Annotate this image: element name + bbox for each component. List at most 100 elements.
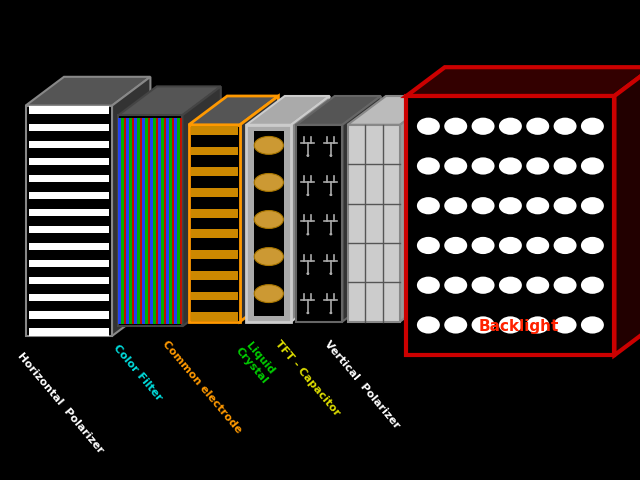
Bar <box>191 312 238 321</box>
Text: Liquid
Crystal: Liquid Crystal <box>234 338 278 386</box>
Circle shape <box>554 197 577 215</box>
Bar <box>29 192 109 199</box>
Bar <box>132 118 134 324</box>
Circle shape <box>307 312 308 313</box>
Circle shape <box>581 276 604 294</box>
Ellipse shape <box>254 285 284 302</box>
Text: TFT - Capacitor: TFT - Capacitor <box>273 338 342 418</box>
Ellipse shape <box>254 211 284 228</box>
Circle shape <box>444 197 467 215</box>
Bar <box>29 157 109 165</box>
Circle shape <box>526 118 549 135</box>
Circle shape <box>444 237 467 254</box>
Text: Common electrode: Common electrode <box>160 338 243 435</box>
Circle shape <box>330 312 332 313</box>
Bar <box>254 131 284 316</box>
Circle shape <box>417 316 440 334</box>
Circle shape <box>499 118 522 135</box>
Polygon shape <box>246 96 330 125</box>
Circle shape <box>444 157 467 175</box>
Circle shape <box>307 155 308 156</box>
Circle shape <box>581 197 604 215</box>
Circle shape <box>526 197 549 215</box>
Circle shape <box>417 157 440 175</box>
Bar <box>140 118 142 324</box>
Circle shape <box>417 197 440 215</box>
Bar <box>180 118 182 324</box>
Bar <box>191 126 238 134</box>
Bar <box>29 141 109 148</box>
Bar <box>148 118 150 324</box>
Bar <box>191 271 238 280</box>
Bar <box>121 118 124 324</box>
Circle shape <box>472 197 495 215</box>
Circle shape <box>499 276 522 294</box>
Bar <box>29 175 109 182</box>
Bar <box>145 118 148 324</box>
Circle shape <box>499 157 522 175</box>
Circle shape <box>554 237 577 254</box>
Polygon shape <box>614 67 640 355</box>
Polygon shape <box>342 96 381 322</box>
Bar <box>29 311 109 319</box>
Text: Vertical  Polarizer: Vertical Polarizer <box>322 338 401 430</box>
Bar <box>246 125 291 322</box>
Bar <box>29 107 109 114</box>
Bar <box>29 209 109 216</box>
Polygon shape <box>26 77 150 106</box>
Ellipse shape <box>254 248 284 265</box>
Circle shape <box>444 316 467 334</box>
Bar <box>159 118 161 324</box>
Polygon shape <box>406 67 640 96</box>
Polygon shape <box>348 96 438 125</box>
Bar <box>191 291 238 300</box>
Bar <box>161 118 164 324</box>
Polygon shape <box>182 86 221 326</box>
Circle shape <box>499 197 522 215</box>
Circle shape <box>526 157 549 175</box>
Circle shape <box>581 316 604 334</box>
Circle shape <box>444 118 467 135</box>
Polygon shape <box>291 96 330 322</box>
Bar <box>127 118 129 324</box>
Bar <box>118 118 121 324</box>
Bar <box>29 277 109 284</box>
Circle shape <box>472 157 495 175</box>
Circle shape <box>307 234 308 235</box>
Circle shape <box>499 237 522 254</box>
Polygon shape <box>296 125 342 322</box>
Bar <box>29 260 109 267</box>
Bar <box>406 96 614 355</box>
Circle shape <box>330 234 332 235</box>
Text: Color Filter: Color Filter <box>111 343 164 403</box>
Circle shape <box>417 118 440 135</box>
Bar <box>191 146 238 156</box>
Bar <box>164 118 166 324</box>
Bar <box>150 118 153 324</box>
Circle shape <box>526 237 549 254</box>
Circle shape <box>554 118 577 135</box>
Circle shape <box>444 276 467 294</box>
Circle shape <box>554 316 577 334</box>
Bar <box>174 118 177 324</box>
Bar <box>166 118 169 324</box>
Bar <box>169 118 172 324</box>
Bar <box>191 167 238 176</box>
Bar <box>156 118 159 324</box>
Circle shape <box>472 276 495 294</box>
Circle shape <box>554 276 577 294</box>
Circle shape <box>581 237 604 254</box>
Circle shape <box>417 237 440 254</box>
Circle shape <box>472 316 495 334</box>
Circle shape <box>330 273 332 274</box>
Circle shape <box>472 118 495 135</box>
Bar <box>142 118 145 324</box>
Polygon shape <box>112 77 150 336</box>
Bar <box>191 188 238 197</box>
Ellipse shape <box>254 173 284 192</box>
Ellipse shape <box>254 136 284 155</box>
Bar <box>348 125 400 322</box>
Polygon shape <box>240 96 278 322</box>
Polygon shape <box>118 115 182 326</box>
Bar <box>172 118 174 324</box>
